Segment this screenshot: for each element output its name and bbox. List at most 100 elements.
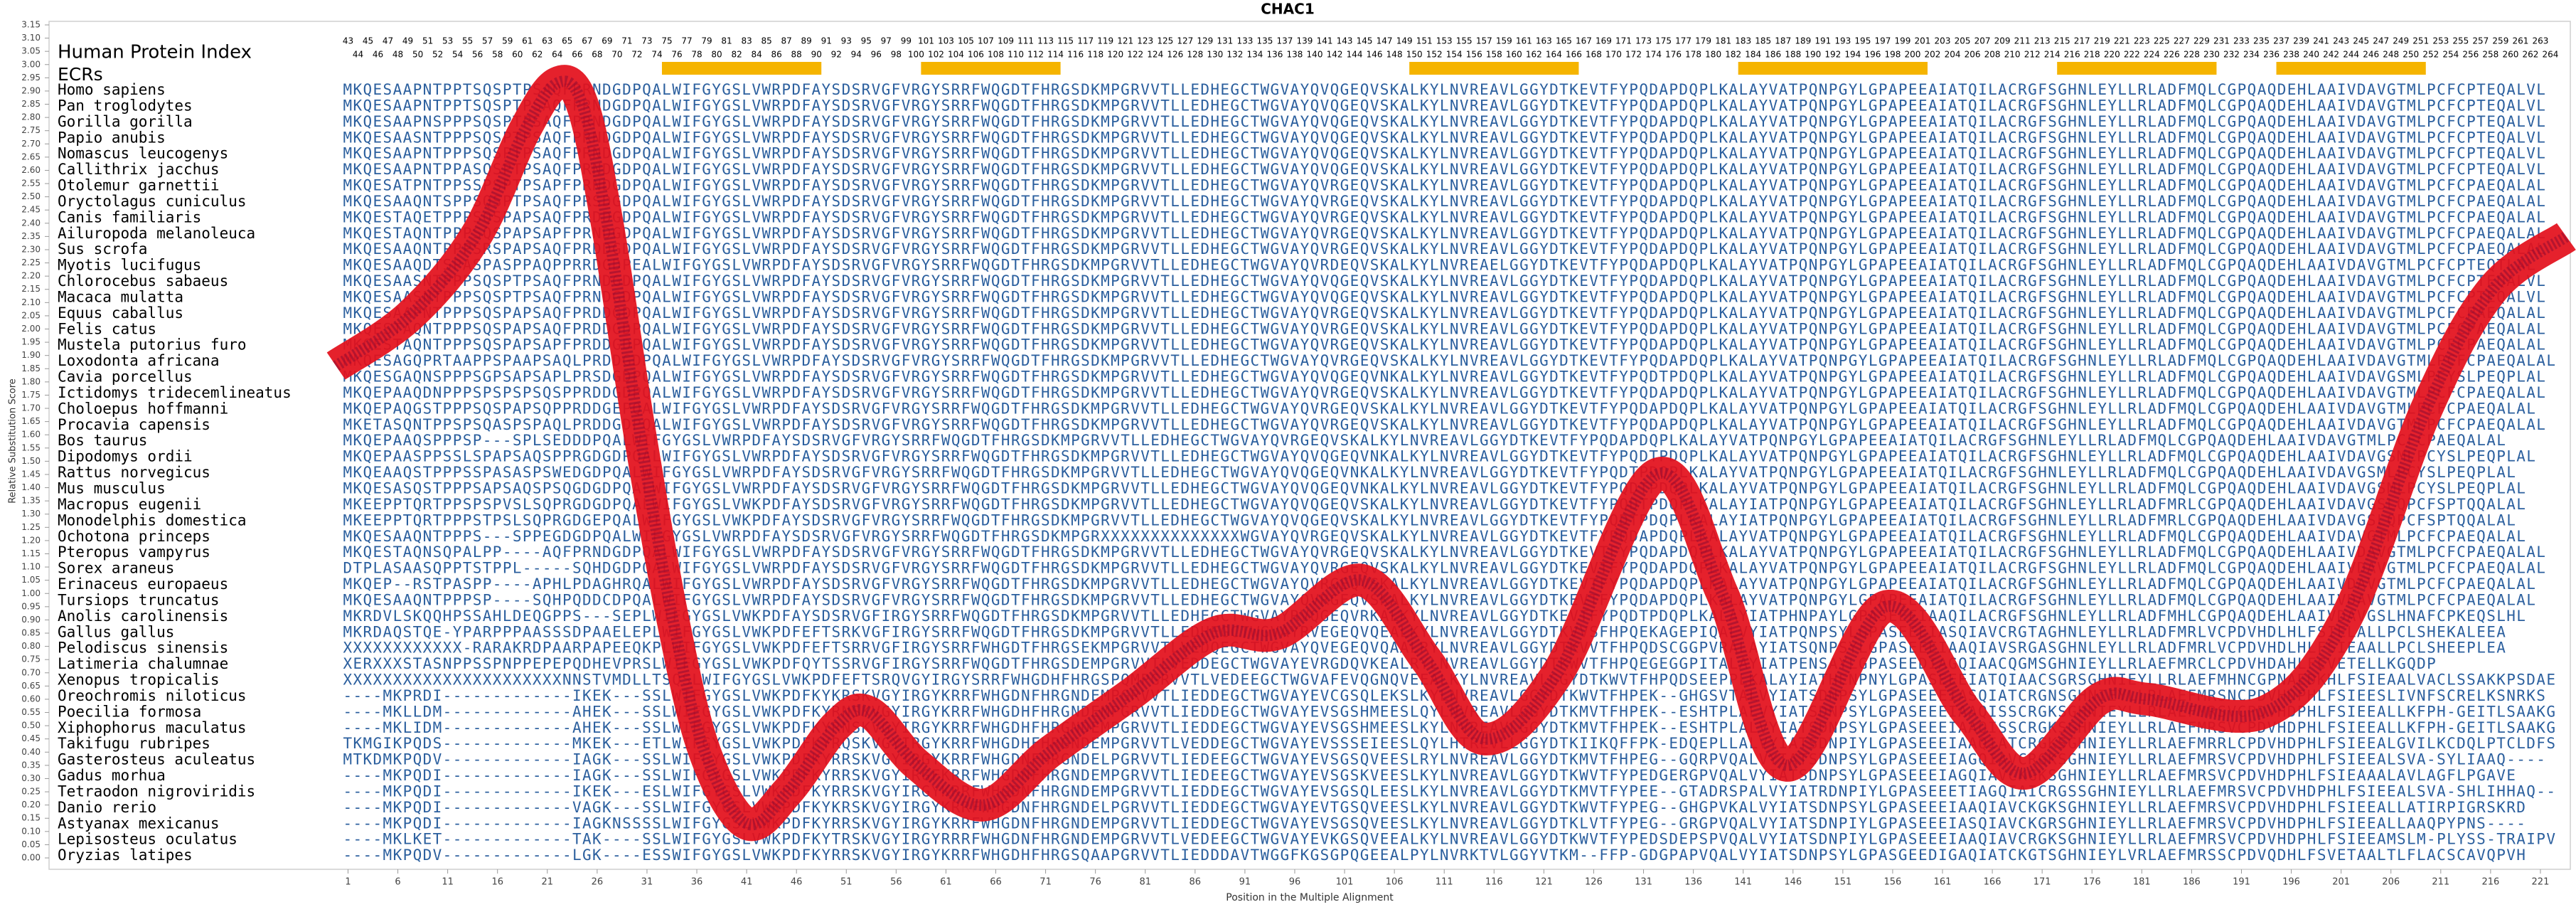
y-tick-label: 0.90: [21, 615, 41, 625]
index-number: 80: [711, 50, 722, 60]
index-number: 102: [928, 50, 944, 60]
sequence: MKQESAAQNTPPPSP----SQHPQDDCDPQALWIFGYGSL…: [343, 591, 2535, 608]
sequence: MKQESAAPNTPPTSQSPTPSAQFPRNDGDPQALWIFGYGS…: [343, 97, 2545, 114]
x-tick-label: 216: [2481, 877, 2499, 888]
ecr-bar: [661, 62, 822, 75]
index-number: 95: [861, 36, 872, 46]
ecr-label: ECRs: [58, 64, 103, 85]
index-number: 87: [781, 36, 792, 46]
species-name: Canis familiaris: [58, 208, 201, 226]
index-number: 81: [721, 36, 732, 46]
index-number: 179: [1695, 36, 1711, 46]
ecr-bar: [2276, 62, 2426, 75]
index-number: 230: [2203, 50, 2220, 60]
y-tick-label: 0.25: [21, 787, 41, 797]
species-name: Pteropus vampyrus: [58, 543, 210, 561]
y-tick-label: 1.10: [21, 562, 41, 572]
index-number: 212: [2024, 50, 2041, 60]
x-tick-label: 1: [345, 877, 351, 888]
ecr-bar: [2057, 62, 2217, 75]
index-number: 239: [2293, 36, 2309, 46]
sequence: MKQESASQSTPPPSAPSAQSPSQGDGDPQALWIFGYGSLV…: [343, 480, 2525, 497]
index-number: 107: [978, 36, 994, 46]
index-number: 251: [2412, 36, 2429, 46]
x-tick-label: 176: [2083, 877, 2101, 888]
y-tick-label: 2.60: [21, 165, 41, 175]
y-tick-label: 2.75: [21, 125, 41, 135]
species-name: Dipodomys ordii: [58, 448, 193, 465]
sequence: MKEEPPTQRTPPPSTPSLSQPRGDGEPQALWIFGYGSLVW…: [343, 511, 2515, 529]
index-number: 101: [918, 36, 934, 46]
index-number: 234: [2243, 50, 2260, 60]
x-tick-label: 76: [1089, 877, 1101, 888]
index-number: 264: [2543, 50, 2559, 60]
index-number: 64: [552, 50, 562, 60]
index-number: 134: [1246, 50, 1263, 60]
species-name: Oryzias latipes: [58, 847, 193, 864]
index-number: 115: [1057, 36, 1074, 46]
index-number: 67: [582, 36, 592, 46]
species-name: Latimeria chalumnae: [58, 655, 228, 672]
y-tick-label: 0.55: [21, 707, 41, 717]
species-name: Gasterosteus aculeatus: [58, 751, 255, 768]
y-tick-label: 2.65: [21, 152, 41, 161]
index-number: 178: [1685, 50, 1701, 60]
index-number: 61: [522, 36, 533, 46]
index-number: 96: [871, 50, 882, 60]
species-name: Homo sapiens: [58, 81, 166, 98]
index-number: 98: [891, 50, 902, 60]
index-number: 181: [1715, 36, 1731, 46]
index-number: 109: [998, 36, 1014, 46]
index-number: 83: [741, 36, 752, 46]
index-number: 166: [1566, 50, 1582, 60]
sequence: MKQEPAASPPSSLSPAPSAQSPPRGDGDPQALWIFGYGSL…: [343, 448, 2535, 465]
sequence: MKQEAAQSTPPPSSPASASPSWEDGDPQALWIFGYGSLVW…: [343, 464, 2515, 481]
index-number: 119: [1097, 36, 1113, 46]
index-number: 144: [1347, 50, 1363, 60]
index-number: 84: [751, 50, 761, 60]
index-number: 121: [1117, 36, 1133, 46]
index-number: 235: [2253, 36, 2270, 46]
index-number: 192: [1824, 50, 1841, 60]
index-number: 85: [761, 36, 771, 46]
index-number: 62: [532, 50, 543, 60]
index-number: 200: [1905, 50, 1921, 60]
x-tick-label: 11: [442, 877, 454, 888]
index-number: 223: [2134, 36, 2150, 46]
index-number: 127: [1177, 36, 1193, 46]
x-tick-label: 46: [791, 877, 803, 888]
index-number: 132: [1226, 50, 1243, 60]
species-name: Nomascus leucogenys: [58, 145, 228, 162]
x-tick-label: 201: [2332, 877, 2350, 888]
x-tick-label: 56: [890, 877, 902, 888]
y-tick-label: 1.90: [21, 350, 41, 360]
sequence: MKQESTAQNTPPPSQSPAPSAQFPRDDGDPQALWIFGYGS…: [343, 320, 2545, 337]
index-number: 43: [343, 36, 353, 46]
index-number: 190: [1805, 50, 1821, 60]
x-tick-label: 91: [1239, 877, 1251, 888]
index-number: 141: [1317, 36, 1333, 46]
index-number: 185: [1755, 36, 1771, 46]
index-number: 133: [1236, 36, 1253, 46]
index-number: 114: [1047, 50, 1064, 60]
index-number: 76: [671, 50, 682, 60]
y-tick-label: 0.65: [21, 681, 41, 691]
index-number: 71: [621, 36, 632, 46]
index-number: 60: [512, 50, 523, 60]
y-tick-label: 0.85: [21, 628, 41, 638]
index-number: 44: [353, 50, 363, 60]
index-number: 82: [731, 50, 742, 60]
index-number: 168: [1586, 50, 1602, 60]
index-number: 135: [1256, 36, 1273, 46]
y-tick-label: 2.50: [21, 191, 41, 201]
x-tick-label: 181: [2133, 877, 2151, 888]
index-number: 55: [462, 36, 473, 46]
index-number: 191: [1815, 36, 1831, 46]
x-tick-label: 146: [1784, 877, 1802, 888]
y-tick-label: 2.35: [21, 231, 41, 241]
index-number: 215: [2054, 36, 2070, 46]
index-number: 209: [1994, 36, 2011, 46]
species-name: Felis catus: [58, 320, 156, 337]
